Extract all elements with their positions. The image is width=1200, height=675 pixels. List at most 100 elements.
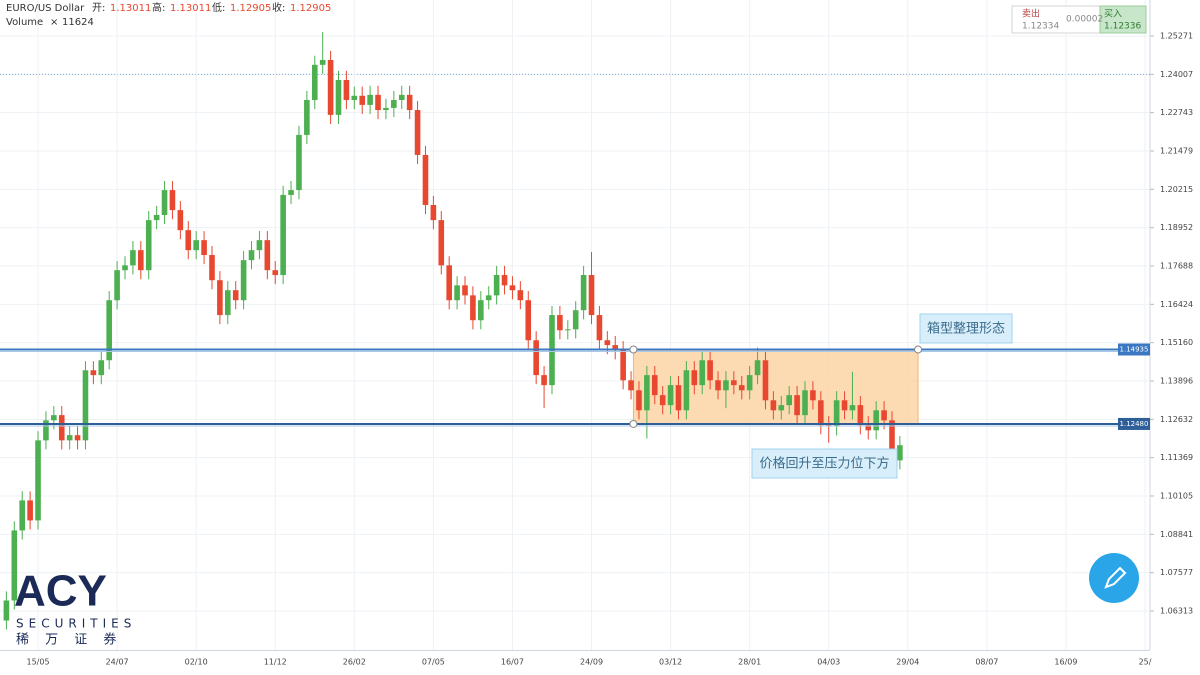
candle-body (572, 310, 579, 330)
candle-body (644, 375, 650, 411)
candle-body (391, 100, 397, 108)
candle-body (620, 350, 626, 381)
spread: 0.00002 (1066, 15, 1103, 25)
volume-label: Volume (6, 17, 43, 28)
y-tick-label: 1.10105 (1160, 491, 1193, 500)
annotation-text: 价格回升至压力位下方 (759, 456, 889, 472)
candle-body (256, 240, 263, 251)
candle-body (327, 59, 334, 115)
candle-body (446, 265, 452, 301)
candle-body (715, 380, 721, 391)
edit-circle[interactable] (1089, 553, 1139, 603)
annotation-box (751, 448, 898, 479)
candle-body (557, 315, 563, 331)
candle-body (248, 250, 255, 261)
sell-price: 1.12334 (1022, 22, 1059, 32)
symbol: EURO/US Dollar (6, 3, 85, 14)
candle-body (343, 80, 350, 101)
logo-brand: ACY (14, 567, 107, 616)
edit-button[interactable] (1089, 553, 1139, 603)
candle-body (217, 280, 223, 316)
quote: 开: 1.13011 高: 1.13011 低: 1.12905 收: 1.12905 (92, 1, 331, 14)
quote-label: 高: (152, 1, 165, 14)
y-tick-label: 1.07577 (1160, 568, 1193, 577)
candle-body (746, 375, 753, 391)
candle-body (636, 390, 642, 411)
level-tag (1118, 417, 1150, 430)
candle-body (319, 59, 326, 65)
logo-sub: SECURITIES (16, 617, 136, 631)
y-tick-label: 1.16424 (1160, 300, 1193, 309)
candle-body (138, 250, 144, 271)
candle-body (794, 395, 800, 416)
x-tick-label: 25/ (1139, 658, 1152, 667)
x-tick-label: 24/07 (106, 658, 129, 667)
candle-body (422, 154, 429, 205)
x-tick-label: 26/02 (343, 658, 366, 667)
candle-body (74, 435, 81, 441)
candle-body (588, 275, 595, 316)
candle-body (398, 94, 405, 101)
level-tag (1118, 343, 1150, 356)
box-handle (629, 419, 638, 428)
y-tick-label: 1.11369 (1160, 453, 1193, 462)
y-tick-label: 1.06313 (1160, 606, 1193, 615)
candle-body (667, 385, 674, 406)
candle-body (596, 315, 603, 341)
candle-body (177, 210, 184, 231)
annotation-text: 箱型整理形态 (927, 321, 1005, 337)
candle-body (881, 410, 887, 421)
candle-body (383, 107, 389, 111)
candle-body (375, 94, 381, 111)
candle-body (130, 250, 136, 266)
y-tick-label: 1.12632 (1160, 415, 1193, 424)
candle-body (683, 370, 690, 411)
candle-body (430, 204, 437, 221)
box-handle (914, 345, 923, 354)
quote-label: 开: (92, 3, 105, 14)
candle-body (604, 340, 611, 346)
candle-body (810, 390, 816, 401)
quote-value: 1.12905 (230, 3, 271, 14)
x-tick-label: 07/05 (422, 658, 445, 667)
candle-body (264, 240, 271, 271)
candle-body (296, 134, 302, 191)
y-tick-label: 1.08841 (1160, 530, 1193, 539)
candle-body (438, 220, 445, 266)
y-tick-label: 1.17688 (1160, 261, 1193, 270)
quote-value: 1.13011 (170, 3, 211, 14)
candle-body (280, 194, 286, 276)
candle-body (272, 270, 279, 276)
candle-body (414, 110, 421, 155)
x-tick-label: 04/03 (817, 658, 840, 667)
candle-body (161, 190, 168, 215)
candle-body (762, 360, 769, 401)
sell-label: 卖出 (1022, 8, 1040, 20)
candle-body (232, 290, 239, 301)
candle-body (533, 340, 539, 376)
candle-body (406, 94, 413, 111)
candle-body (485, 295, 492, 301)
candle-body (873, 410, 879, 431)
candle-body (169, 190, 176, 211)
buy-price: 1.12336 (1104, 22, 1141, 32)
candle-body (122, 265, 128, 271)
candle-body (11, 530, 18, 601)
candle-body (841, 400, 848, 411)
y-tick-label: 1.25271 (1160, 32, 1193, 41)
candle-body (699, 360, 706, 386)
candle-body (462, 285, 468, 296)
buy-button[interactable] (1099, 5, 1147, 34)
candle-body (58, 415, 65, 441)
candle-body (778, 405, 785, 411)
candle-body (897, 445, 903, 461)
candle-body (501, 275, 508, 286)
candle-body (193, 240, 199, 251)
candle-body (754, 360, 761, 376)
candle-body (849, 405, 856, 411)
candle-body (470, 295, 476, 321)
candle-body (209, 255, 215, 281)
volume-close[interactable]: × (50, 17, 58, 28)
candle-body (335, 80, 342, 115)
